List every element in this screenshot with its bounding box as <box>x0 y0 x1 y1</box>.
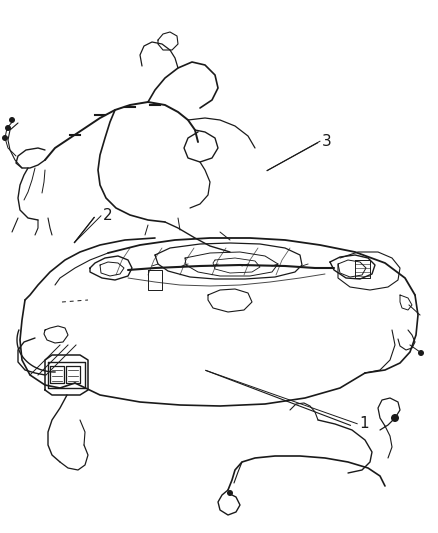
Circle shape <box>418 350 424 356</box>
Text: 2: 2 <box>103 208 113 223</box>
Circle shape <box>227 490 233 496</box>
Circle shape <box>2 135 8 141</box>
Circle shape <box>9 117 15 123</box>
Text: 3: 3 <box>322 134 332 149</box>
Circle shape <box>391 414 399 422</box>
Text: 1: 1 <box>359 416 369 431</box>
Circle shape <box>5 125 11 131</box>
